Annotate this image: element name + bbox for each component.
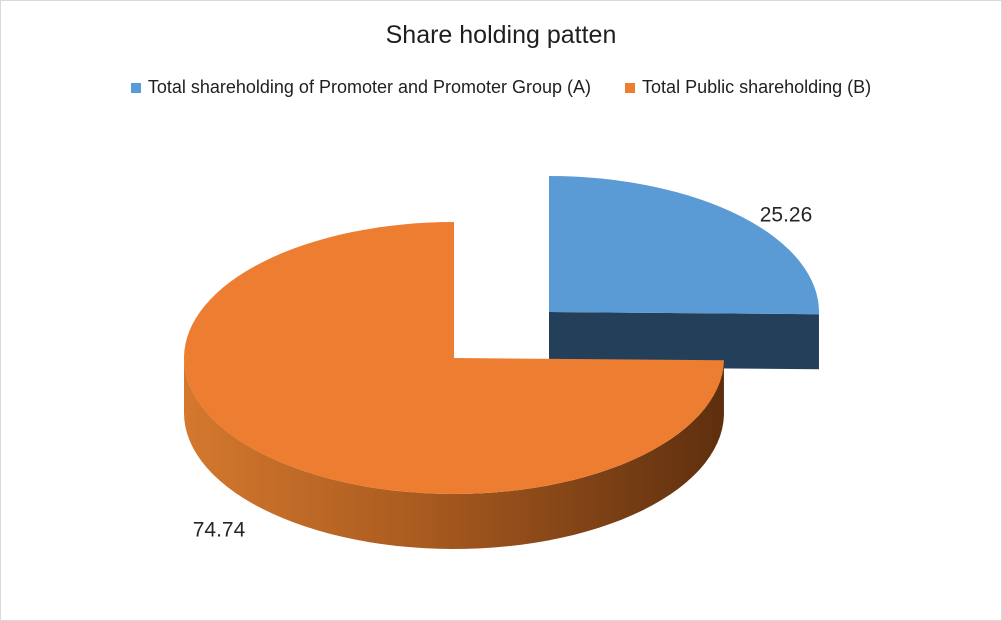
data-label-public: 74.74 [193,519,246,542]
legend-item-promoter: Total shareholding of Promoter and Promo… [130,77,592,98]
pie-slice-public [183,222,724,494]
data-label-promoter: 25.26 [760,204,813,227]
pie-slice-side-public [184,358,724,549]
pie-slice-promoter [549,176,819,315]
legend-swatch-public [625,82,636,93]
legend-swatch-promoter [130,82,141,93]
pie-slice-group-1 [183,222,724,549]
chart-title: Share holding patten [385,21,617,49]
legend-item-public: Total Public shareholding (B) [625,77,871,98]
legend-label-promoter: Total shareholding of Promoter and Promo… [147,77,592,97]
legend-label-public: Total Public shareholding (B) [642,77,872,97]
pie-slice-wall-promoter [549,312,819,370]
pie-slice-group-0 [549,176,819,370]
chart-legend: Total shareholding of Promoter and Promo… [1,77,1001,98]
